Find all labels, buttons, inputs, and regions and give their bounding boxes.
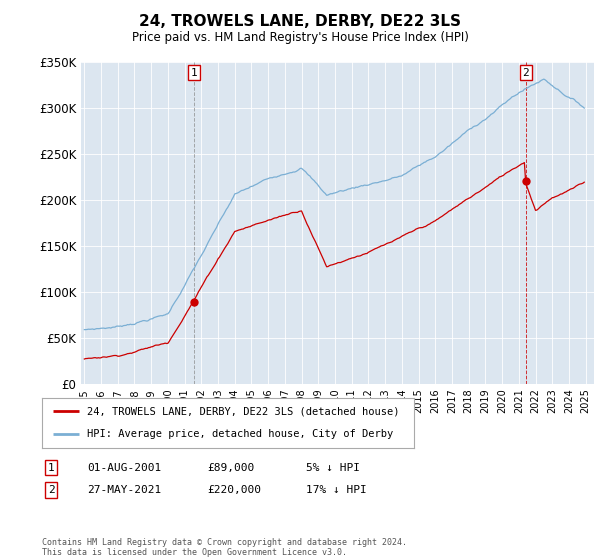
Text: £89,000: £89,000 xyxy=(207,463,254,473)
Text: £220,000: £220,000 xyxy=(207,485,261,495)
Text: HPI: Average price, detached house, City of Derby: HPI: Average price, detached house, City… xyxy=(86,430,393,440)
Text: 5% ↓ HPI: 5% ↓ HPI xyxy=(306,463,360,473)
Text: Contains HM Land Registry data © Crown copyright and database right 2024.
This d: Contains HM Land Registry data © Crown c… xyxy=(42,538,407,557)
Text: 17% ↓ HPI: 17% ↓ HPI xyxy=(306,485,367,495)
Text: 2: 2 xyxy=(523,68,529,78)
Text: 24, TROWELS LANE, DERBY, DE22 3LS: 24, TROWELS LANE, DERBY, DE22 3LS xyxy=(139,14,461,29)
Text: 2: 2 xyxy=(47,485,55,495)
Text: 27-MAY-2021: 27-MAY-2021 xyxy=(87,485,161,495)
Text: 1: 1 xyxy=(47,463,55,473)
Text: 24, TROWELS LANE, DERBY, DE22 3LS (detached house): 24, TROWELS LANE, DERBY, DE22 3LS (detac… xyxy=(86,406,399,416)
Text: 1: 1 xyxy=(191,68,198,78)
Text: 01-AUG-2001: 01-AUG-2001 xyxy=(87,463,161,473)
Text: Price paid vs. HM Land Registry's House Price Index (HPI): Price paid vs. HM Land Registry's House … xyxy=(131,31,469,44)
